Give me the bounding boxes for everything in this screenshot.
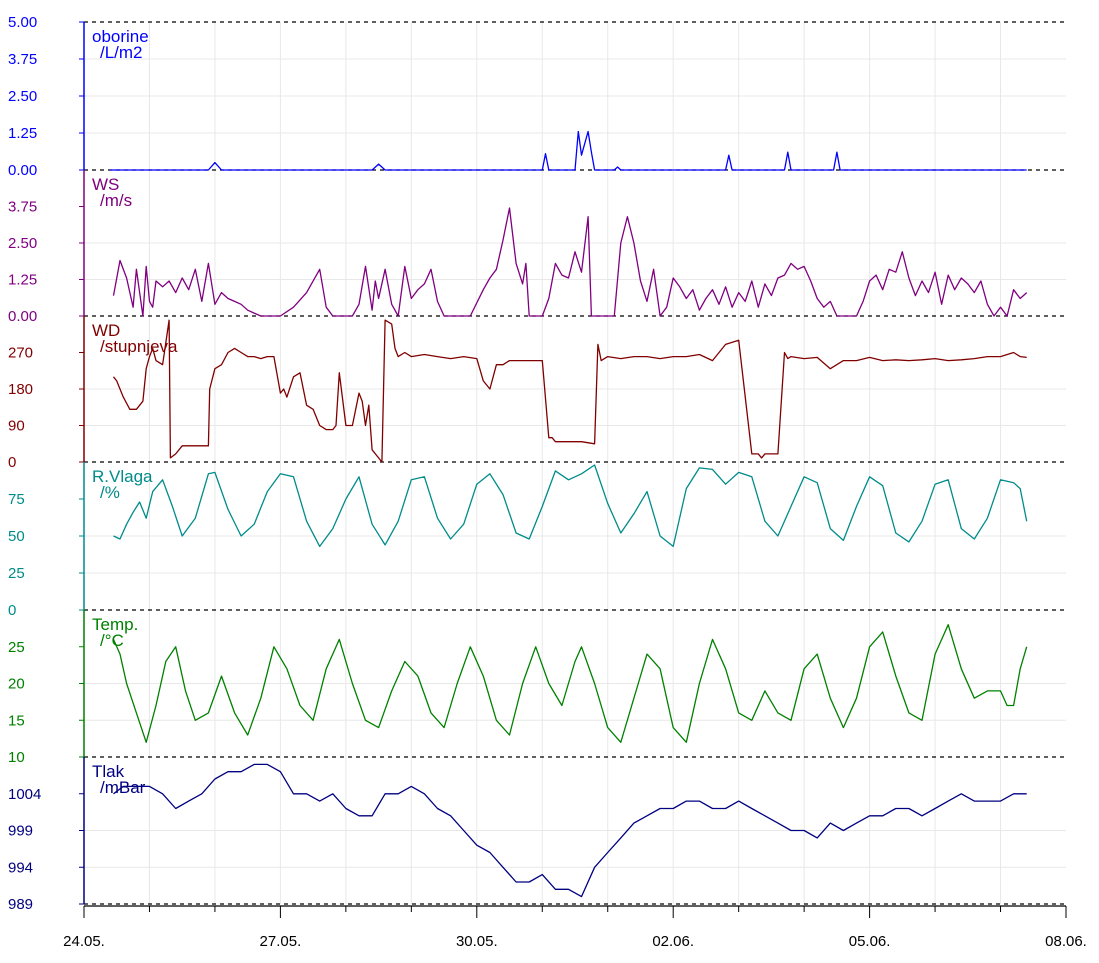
panel-label: WS [92, 175, 119, 194]
x-tick-label: 30.05. [456, 933, 498, 950]
panel-5: 25 20 15 10 Temp./°C [8, 610, 1066, 766]
y-tick-label: 3.75 [8, 51, 37, 68]
x-tick-label: 24.05. [63, 933, 105, 950]
panel-6: 1004 999 994 989 Tlak/mBar [8, 757, 1066, 913]
y-tick-label: 50 [8, 528, 25, 545]
y-tick-label: 0 [8, 602, 16, 619]
y-tick-label: 1.25 [8, 125, 37, 142]
series-line [112, 319, 1027, 463]
y-tick-label: 994 [8, 859, 33, 876]
y-tick-label: 90 [8, 418, 25, 435]
panel-unit-label: /stupnjeva [100, 337, 178, 356]
y-tick-label: 3.75 [8, 199, 37, 216]
panel-1: 5.00 3.75 2.50 1.25 0.00 oborine/L/m2 [8, 14, 1066, 179]
y-tick-label: 999 [8, 823, 33, 840]
y-tick-label: 1.25 [8, 272, 37, 289]
panel-unit-label: /°C [100, 631, 124, 650]
y-tick-label: 5.00 [8, 14, 37, 31]
x-tick-label: 27.05. [260, 933, 302, 950]
y-tick-label: 0 [8, 454, 16, 471]
y-tick-label: 0.00 [8, 308, 37, 325]
y-tick-label: 2.50 [8, 235, 37, 252]
y-tick-label: 989 [8, 896, 33, 913]
panel-label: R.Vlaga [92, 467, 153, 486]
y-tick-label: 1004 [8, 786, 41, 803]
panel-3: 270 180 90 0 WD/stupnjeva [8, 316, 1066, 471]
x-tick-label: 02.06. [652, 933, 694, 950]
y-tick-label: 180 [8, 381, 33, 398]
series-line [110, 130, 1027, 171]
panel-unit-label: /% [100, 483, 120, 502]
panels-layer: 5.00 3.75 2.50 1.25 0.00 oborine/L/m2 3.75 2.50… [8, 14, 1066, 913]
panel-label: WD [92, 321, 120, 340]
series-line [112, 624, 1028, 743]
y-tick-label: 25 [8, 639, 25, 656]
series-line [113, 464, 1028, 548]
y-tick-label: 2.50 [8, 88, 37, 105]
y-tick-label: 75 [8, 491, 25, 508]
panel-label: oborine [92, 27, 149, 46]
y-tick-label: 10 [8, 749, 25, 766]
series-line [113, 763, 1027, 898]
panel-2: 3.75 2.50 1.25 0.00 WS/m/s [8, 170, 1066, 325]
y-tick-label: 20 [8, 676, 25, 693]
panel-label: Temp. [92, 615, 138, 634]
panel-unit-label: /mBar [100, 778, 146, 797]
panel-4: 75 50 25 0 R.Vlaga/% [8, 462, 1066, 619]
y-tick-label: 25 [8, 565, 25, 582]
y-tick-label: 270 [8, 345, 33, 362]
series-line [112, 207, 1028, 317]
panel-unit-label: /m/s [100, 191, 132, 210]
x-axis: 24.05. 27.05. 30.05. 02.06. 05.06. 08.06. [63, 905, 1087, 950]
panel-unit-label: /L/m2 [100, 43, 143, 62]
grid-layer [148, 22, 1002, 904]
x-tick-label: 05.06. [849, 933, 891, 950]
y-tick-label: 15 [8, 712, 25, 729]
y-tick-label: 0.00 [8, 162, 37, 179]
x-tick-label: 08.06. [1045, 933, 1087, 950]
panel-label: Tlak [92, 762, 125, 781]
